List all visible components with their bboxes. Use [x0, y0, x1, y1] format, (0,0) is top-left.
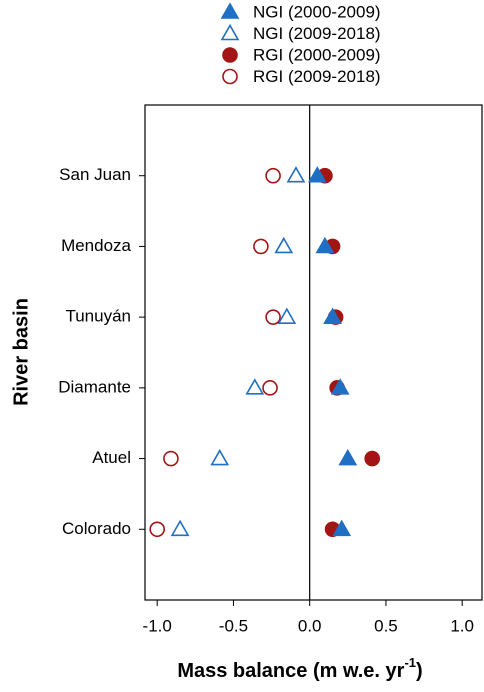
legend-label: RGI (2000-2009) — [253, 45, 381, 64]
legend-marker — [220, 2, 240, 19]
x-label-text: Mass balance (m w.e. yr — [177, 660, 404, 682]
x-axis-label: Mass balance (m w.e. yr-1) — [177, 655, 422, 682]
triangle-marker — [323, 307, 342, 324]
legend-marker — [220, 23, 240, 41]
triangle-marker — [274, 236, 294, 254]
y-tick-label: Atuel — [92, 448, 131, 467]
x-label-sup: -1 — [404, 655, 416, 670]
triangle-marker — [210, 448, 230, 466]
triangle-marker — [307, 166, 327, 183]
plot-frame — [144, 104, 483, 601]
x-tick-label: -0.5 — [219, 616, 248, 635]
circle-marker — [364, 450, 381, 467]
triangle-marker — [170, 519, 190, 537]
triangle-marker — [332, 519, 352, 537]
x-tick-label: 1.0 — [450, 616, 474, 635]
circle-marker — [163, 450, 179, 467]
x-tick-label: 0.5 — [374, 616, 398, 635]
triangle-marker — [245, 378, 265, 395]
circle-marker — [265, 167, 281, 184]
circle-marker — [262, 380, 278, 396]
legend-marker — [222, 47, 238, 63]
legend-label: NGI (2009-2018) — [253, 24, 381, 43]
x-tick-label: -1.0 — [143, 616, 172, 635]
circle-marker — [253, 238, 269, 255]
triangle-marker — [330, 378, 350, 395]
x-label-suffix: ) — [416, 660, 423, 682]
y-axis-label: River basin — [10, 298, 32, 406]
y-tick-label: Colorado — [62, 519, 131, 538]
triangle-marker — [315, 236, 335, 254]
y-tick-label: Diamante — [58, 377, 131, 396]
y-tick-label: Mendoza — [61, 236, 131, 255]
y-tick-label: San Juan — [59, 165, 131, 184]
triangle-marker — [338, 448, 358, 466]
legend-marker — [222, 68, 238, 85]
triangle-marker — [286, 166, 306, 183]
legend-label: NGI (2000-2009) — [253, 2, 381, 21]
circle-marker — [265, 309, 281, 325]
circle-marker — [149, 521, 165, 538]
x-tick-label: 0.0 — [298, 616, 322, 635]
legend-label: RGI (2009-2018) — [253, 67, 381, 86]
triangle-marker — [277, 307, 297, 324]
y-tick-label: Tunuyán — [65, 307, 131, 326]
